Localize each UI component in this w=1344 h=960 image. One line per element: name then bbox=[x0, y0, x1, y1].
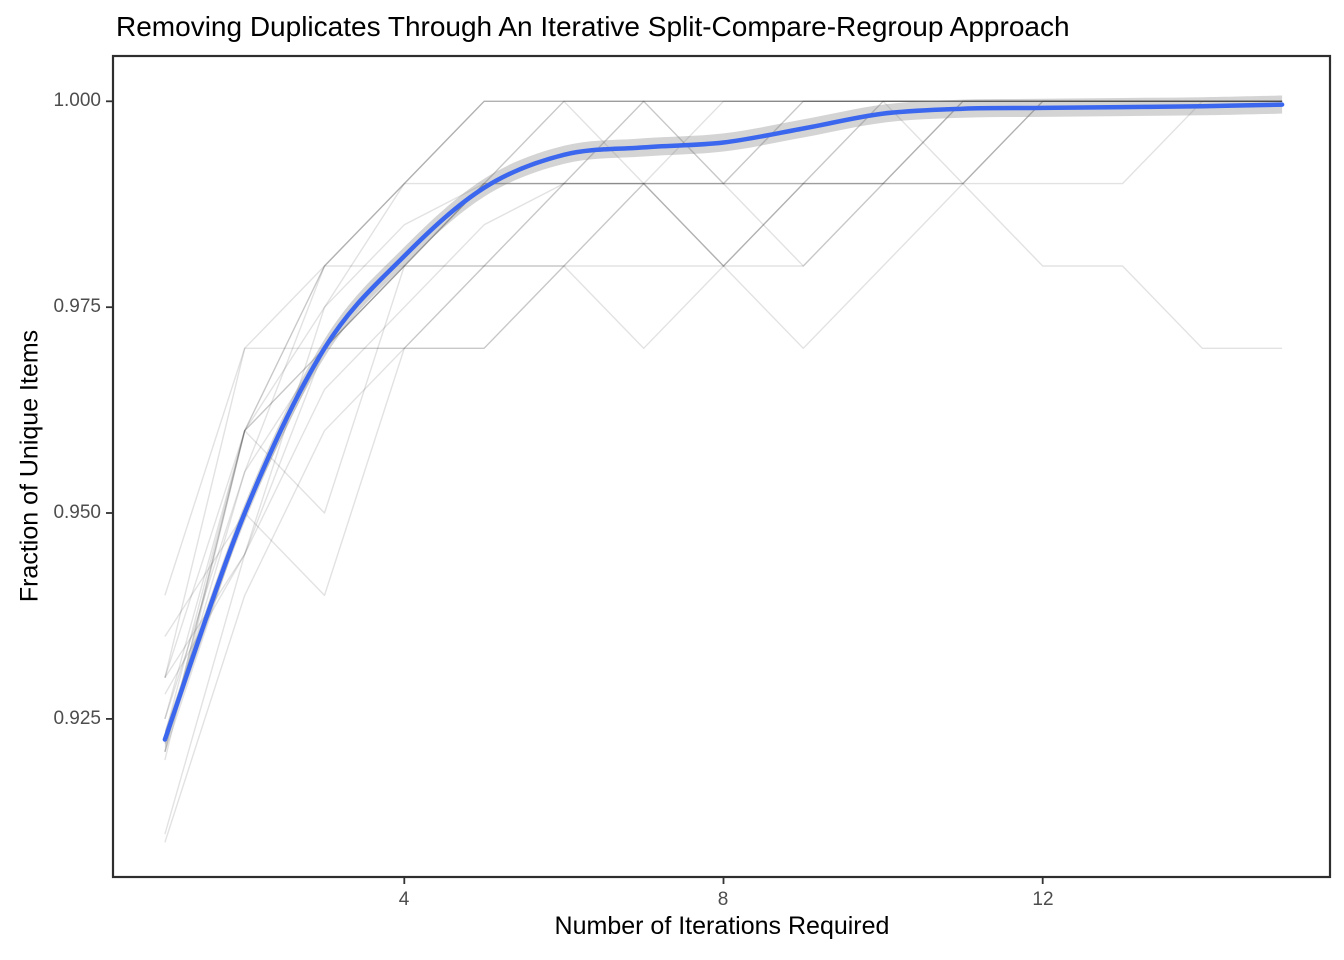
x-tick-label: 8 bbox=[717, 889, 729, 910]
gray-run-line bbox=[164, 182, 1283, 678]
gray-run-line bbox=[164, 100, 1283, 752]
gray-run-line bbox=[164, 100, 1283, 761]
gray-run-line bbox=[164, 100, 1283, 744]
gray-run-line bbox=[164, 100, 1283, 843]
gray-run-line bbox=[164, 100, 1283, 678]
gray-run-line bbox=[164, 100, 1283, 720]
y-axis-title: Fraction of Unique Items bbox=[15, 329, 44, 603]
y-tick-label: 0.975 bbox=[53, 296, 101, 317]
gray-run-line bbox=[164, 100, 1283, 753]
gray-run-line bbox=[164, 100, 1283, 637]
gray-run-line bbox=[164, 100, 1283, 695]
y-tick-label: 1.000 bbox=[53, 90, 101, 111]
gray-run-line bbox=[164, 100, 1283, 736]
y-tick-label: 0.925 bbox=[53, 708, 101, 729]
x-tick-label: 12 bbox=[1032, 889, 1054, 910]
x-tick-label: 4 bbox=[398, 889, 410, 910]
panel-border bbox=[111, 54, 1332, 879]
plot-title: Removing Duplicates Through An Iterative… bbox=[116, 11, 1070, 42]
gray-run-line bbox=[164, 100, 1283, 679]
y-tick-label: 0.950 bbox=[53, 502, 101, 523]
gray-run-line bbox=[164, 100, 1283, 835]
smooth-line bbox=[162, 102, 1285, 742]
x-axis-title: Number of Iterations Required bbox=[554, 912, 890, 940]
gray-run-line bbox=[164, 100, 1283, 720]
gray-run-line bbox=[164, 100, 1283, 752]
gray-run-line bbox=[164, 100, 1283, 596]
